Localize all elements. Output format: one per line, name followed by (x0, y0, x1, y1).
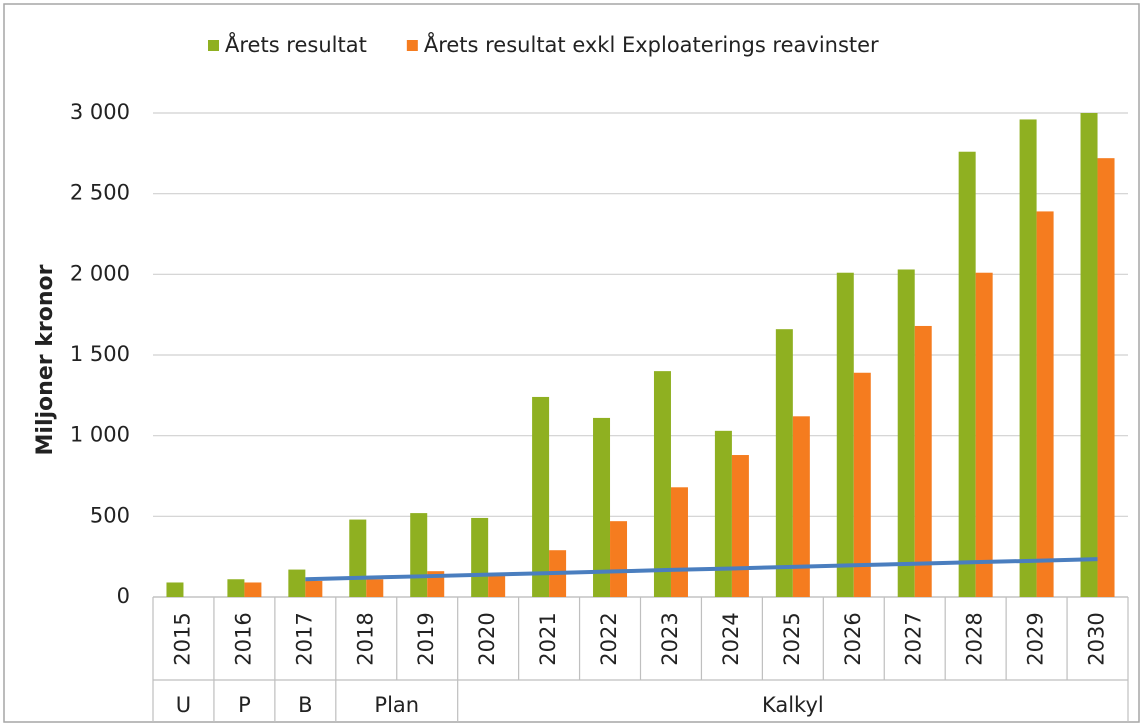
x-tick-label: 2023 (658, 612, 682, 665)
bar (958, 151, 976, 597)
bar (488, 576, 506, 597)
bar (366, 579, 384, 597)
bar (410, 513, 428, 597)
x-tick-label: 2030 (1085, 612, 1109, 665)
x-tick-label: 2028 (963, 612, 987, 665)
y-axis-label: Miljoner kronor (33, 264, 58, 455)
y-tick-label: 2 500 (70, 181, 130, 205)
bar (975, 272, 993, 597)
bar (714, 430, 732, 597)
bar (1080, 113, 1098, 597)
x-tick-label: 2020 (475, 612, 499, 665)
bar (853, 372, 871, 597)
x-tick-label: 2018 (353, 612, 377, 665)
group-label: P (238, 693, 251, 717)
bar (1019, 119, 1037, 597)
y-tick-label: 500 (90, 503, 130, 527)
bar (792, 416, 810, 597)
y-tick-label: 0 (117, 584, 130, 608)
bar (471, 517, 489, 597)
x-tick-label: 2022 (597, 612, 621, 665)
x-tick-label: 2025 (780, 612, 804, 665)
y-tick-label: 1 500 (70, 342, 130, 366)
bar (227, 579, 245, 597)
bar (166, 582, 184, 597)
x-tick-label: 2027 (902, 612, 926, 665)
group-label: Kalkyl (762, 693, 824, 717)
x-tick-label: 2015 (170, 612, 194, 665)
x-tick-label: 2026 (841, 612, 865, 665)
y-tick-label: 1 000 (70, 423, 130, 447)
bar (670, 487, 688, 597)
y-tick-label: 3 000 (70, 100, 130, 124)
legend-label: Årets resultat exkl Exploaterings reavin… (424, 31, 879, 57)
legend-swatch (406, 40, 418, 51)
bar (349, 519, 367, 597)
group-label: B (298, 693, 312, 717)
trend-line (305, 557, 1098, 582)
bar (610, 521, 628, 597)
bar (305, 580, 323, 597)
group-label: Plan (374, 693, 419, 717)
bar (244, 582, 262, 597)
x-tick-label: 2017 (292, 612, 316, 665)
group-label: U (176, 693, 191, 717)
bar (653, 371, 671, 597)
x-tick-label: 2021 (536, 612, 560, 665)
bar (532, 396, 550, 597)
bar (836, 272, 854, 597)
x-tick-label: 2019 (414, 612, 438, 665)
x-tick-label: 2024 (719, 612, 743, 665)
legend-label: Årets resultat (225, 31, 367, 57)
bar (1036, 211, 1054, 597)
bar (288, 569, 306, 597)
chart-border (3, 3, 1140, 723)
legend-swatch (208, 40, 219, 51)
x-tick-label: 2029 (1024, 612, 1048, 665)
x-tick-label: 2016 (231, 612, 255, 665)
y-tick-label: 2 000 (70, 261, 130, 285)
bar (775, 329, 793, 597)
bar (914, 325, 932, 597)
bar (593, 417, 611, 597)
bar (897, 269, 915, 597)
bar (1097, 158, 1115, 597)
bar (731, 455, 749, 597)
